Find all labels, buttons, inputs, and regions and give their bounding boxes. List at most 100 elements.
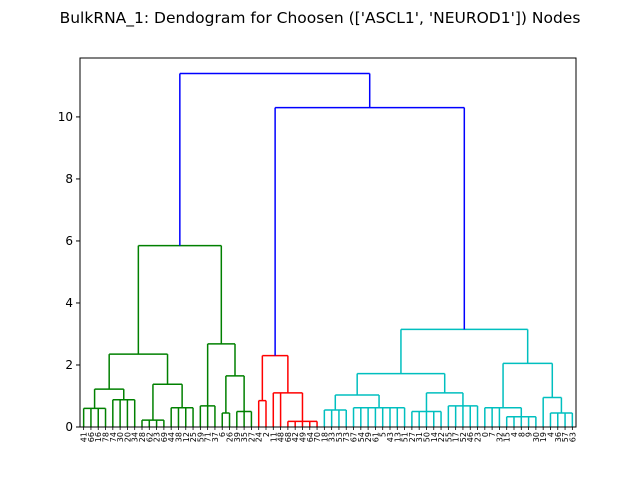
leaf-label: 34 — [131, 432, 140, 442]
leaf-label: 55 — [444, 432, 453, 442]
dendrogram-link — [502, 362, 554, 408]
leaf-label: 53 — [335, 432, 344, 442]
dendrogram-link — [221, 412, 231, 427]
leaf-label: 74 — [109, 432, 118, 442]
y-tick-label: 8 — [65, 172, 73, 186]
leaf-label: 59 — [196, 432, 205, 442]
leaf-label: 6 — [218, 432, 227, 437]
leaf-label: 22 — [437, 432, 446, 442]
dendrogram-link — [425, 392, 464, 412]
dendrogram-link — [484, 407, 523, 427]
dendrogram-link — [323, 409, 347, 427]
leaf-label: 68 — [284, 432, 293, 442]
y-tick-label: 4 — [65, 296, 73, 310]
dendrogram-link — [112, 398, 136, 427]
leaf-label: 4 — [510, 432, 519, 437]
leaf-label: 9 — [525, 432, 534, 437]
leaf-label: 57 — [561, 432, 570, 442]
leaf-label: 14 — [430, 432, 439, 442]
leaf-label: 61 — [371, 432, 380, 442]
y-axis: 0 2 4 6 8 10 — [58, 110, 80, 434]
leaf-label: 48 — [277, 432, 286, 442]
leaf-label: 32 — [495, 432, 504, 442]
leaf-label: 50 — [422, 432, 431, 442]
dendrogram-link — [141, 419, 165, 427]
leaf-label: 29 — [364, 432, 373, 442]
leaf-label: 54 — [357, 432, 366, 442]
y-tick-label: 0 — [65, 420, 73, 434]
dendrogram-link — [225, 375, 245, 414]
dendrogram-link — [82, 407, 107, 427]
leaf-label: 20 — [123, 432, 132, 442]
leaf-label: 64 — [306, 432, 315, 442]
leaf-label: 5 — [379, 432, 388, 437]
dendrogram-link — [287, 420, 318, 427]
leaf-label: 43 — [386, 432, 395, 442]
leaf-label: 7 — [488, 432, 497, 437]
dendrogram-link — [542, 396, 563, 427]
dendrogram-link — [170, 407, 194, 427]
dendrogram-link — [505, 416, 537, 427]
leaf-label: 46 — [466, 432, 475, 442]
leaf-label: 30 — [532, 432, 541, 442]
y-tick-label: 10 — [58, 110, 73, 124]
dendrogram-link — [206, 343, 236, 406]
leaf-label: 37 — [211, 432, 220, 442]
leaf-label: 30 — [116, 432, 125, 442]
chart-title: BulkRNA_1: Dendogram for Choosen (['ASCL… — [60, 9, 581, 28]
leaf-label: 26 — [226, 432, 235, 442]
leaf-label: 25 — [189, 432, 198, 442]
leaf-label: 51 — [401, 432, 410, 442]
dendrogram-link — [274, 106, 466, 356]
dendrogram-link — [411, 410, 442, 427]
dendrogram-link — [400, 328, 529, 374]
leaf-label: 41 — [80, 432, 89, 442]
leaf-label: 19 — [539, 432, 548, 442]
dendrogram-link — [257, 399, 267, 427]
y-tick-label: 2 — [65, 358, 73, 372]
leaf-label: 23 — [153, 432, 162, 442]
dendrogram-links — [82, 72, 574, 427]
leaf-label: 33 — [328, 432, 337, 442]
leaf-label: 70 — [313, 432, 322, 442]
x-axis: 4166167874302034286223694438122559713762… — [80, 427, 577, 442]
dendrogram-link — [352, 407, 406, 427]
dendrogram-link — [236, 410, 253, 427]
leaf-label: 23 — [474, 432, 483, 442]
leaf-label: 66 — [87, 432, 96, 442]
leaf-label: 12 — [182, 432, 191, 442]
leaf-label: 49 — [298, 432, 307, 442]
plot-frame — [79, 57, 577, 428]
leaf-label: 15 — [503, 432, 512, 442]
leaf-label: 27 — [408, 432, 417, 442]
leaf-label: 78 — [102, 432, 111, 442]
leaf-label: 2 — [262, 432, 271, 437]
leaf-label: 8 — [517, 432, 526, 437]
leaf-label: 52 — [459, 432, 468, 442]
dendrogram-link — [272, 392, 304, 427]
y-tick-label: 6 — [65, 234, 73, 248]
leaf-label: 35 — [240, 432, 249, 442]
leaf-label: 39 — [233, 432, 242, 442]
dendrogram-link — [137, 244, 223, 355]
leaf-label: 67 — [350, 432, 359, 442]
leaf-label: 28 — [138, 432, 147, 442]
leaf-label: 62 — [145, 432, 154, 442]
leaf-label: 18 — [320, 432, 329, 442]
leaf-label: 27 — [247, 432, 256, 442]
dendrogram-link — [356, 372, 446, 396]
dendrogram-link — [199, 405, 216, 427]
leaf-label: 0 — [481, 432, 490, 437]
leaf-label: 11 — [269, 432, 278, 442]
leaf-label: 44 — [167, 432, 176, 442]
leaf-label: 73 — [342, 432, 351, 442]
dendrogram-link — [447, 405, 479, 427]
leaf-label: 63 — [568, 432, 577, 442]
leaf-label: 17 — [452, 432, 461, 442]
leaf-label: 4 — [546, 432, 555, 437]
dendrogram-link — [179, 72, 371, 246]
leaf-label: 24 — [255, 432, 264, 442]
leaf-label: 71 — [204, 432, 213, 442]
